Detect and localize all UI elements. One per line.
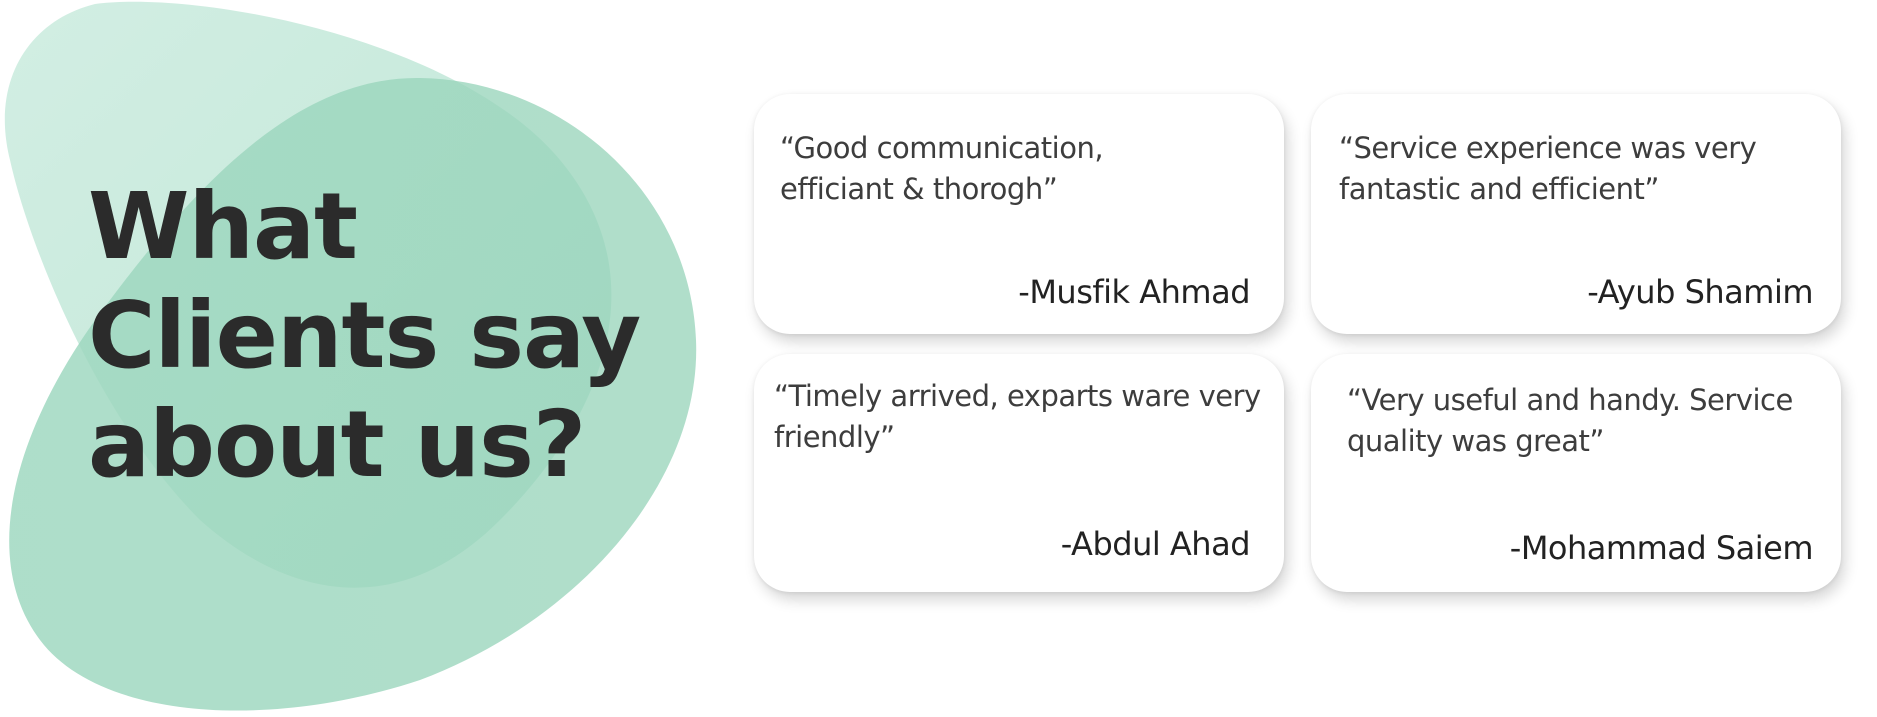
- quote-line-2: quality was great”: [1347, 424, 1604, 458]
- testimonial-author: -Ayub Shamim: [1587, 273, 1813, 311]
- testimonial-card-musfik: “Good communication, efficiant & thorogh…: [754, 94, 1284, 334]
- testimonial-card-ayub: “Service experience was very fantastic a…: [1311, 94, 1841, 334]
- title-line-1: What: [88, 173, 358, 280]
- testimonial-quote: “Service experience was very fantastic a…: [1339, 128, 1757, 210]
- quote-line-1: “Timely arrived, exparts ware very: [774, 379, 1261, 413]
- quote-line-2: efficiant & thorogh”: [780, 172, 1058, 206]
- quote-line-1: “Very useful and handy. Service: [1347, 383, 1793, 417]
- title-line-3: about us?: [88, 391, 586, 498]
- testimonial-card-abdul: “Timely arrived, exparts ware very frien…: [754, 354, 1284, 592]
- testimonial-quote: “Very useful and handy. Service quality …: [1347, 380, 1793, 462]
- quote-line-1: “Service experience was very: [1339, 131, 1757, 165]
- page-title: What Clients say about us?: [88, 172, 648, 499]
- quote-line-2: fantastic and efficient”: [1339, 172, 1659, 206]
- testimonial-card-mohammad: “Very useful and handy. Service quality …: [1311, 354, 1841, 592]
- decorative-blobs: [4, 1, 697, 711]
- testimonial-quote: “Timely arrived, exparts ware very frien…: [774, 376, 1261, 458]
- blob-green: [9, 77, 697, 711]
- quote-line-1: “Good communication,: [780, 131, 1104, 165]
- testimonial-author: -Abdul Ahad: [1060, 525, 1251, 563]
- testimonial-author: -Mohammad Saiem: [1509, 529, 1814, 567]
- testimonial-quote: “Good communication, efficiant & thorogh…: [780, 128, 1104, 210]
- testimonial-author: -Musfik Ahmad: [1018, 273, 1250, 311]
- title-line-2: Clients say: [88, 282, 641, 389]
- quote-line-2: friendly”: [774, 420, 895, 454]
